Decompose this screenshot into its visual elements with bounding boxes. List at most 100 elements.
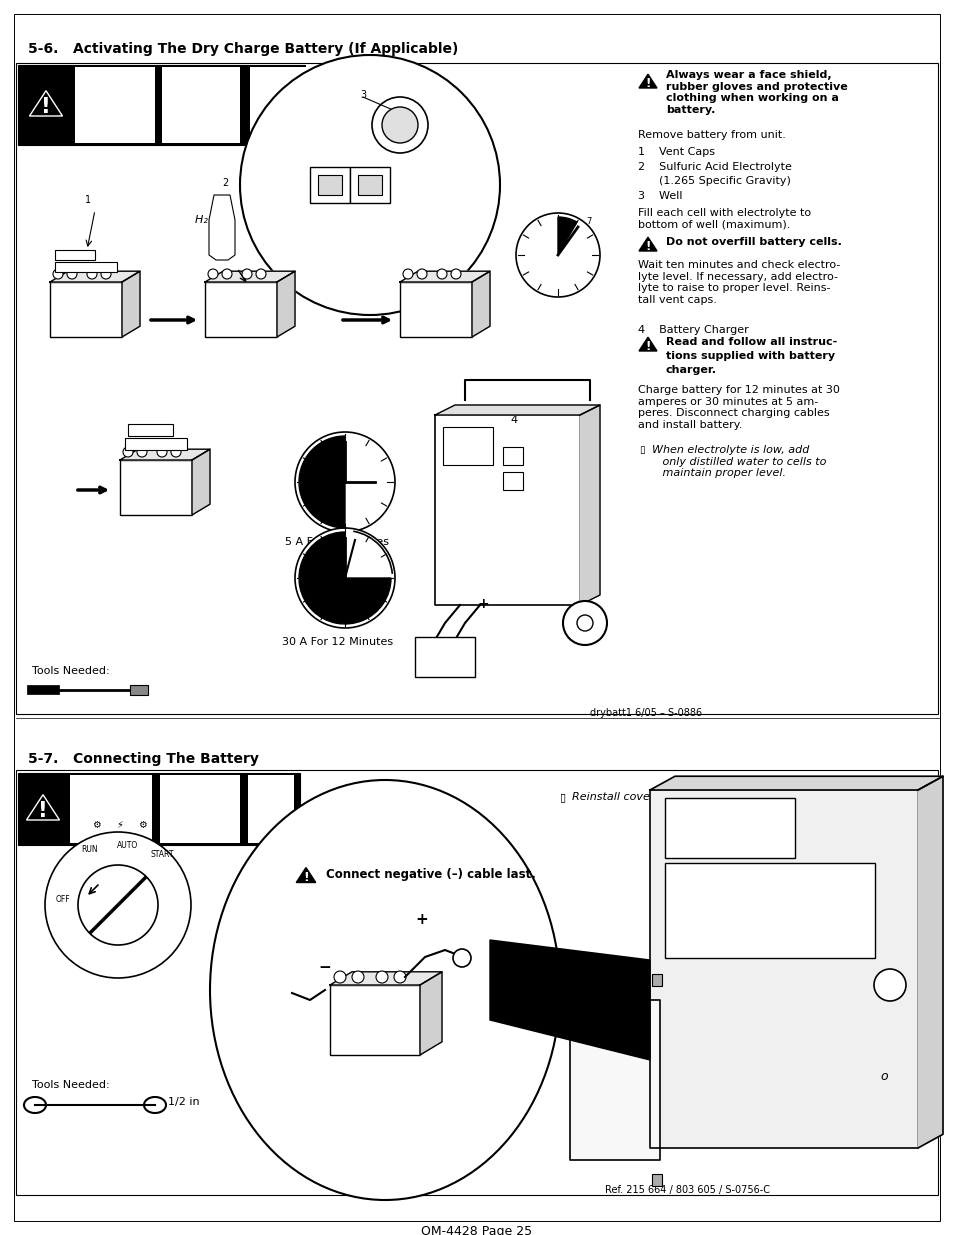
Text: Read and follow all instruc-: Read and follow all instruc- [665, 337, 837, 347]
Bar [399, 282, 472, 337]
Polygon shape [435, 405, 599, 415]
Text: H₂ SO₄: H₂ SO₄ [194, 215, 232, 225]
Circle shape [381, 107, 417, 143]
Bar [160, 776, 240, 844]
Bar [310, 167, 350, 203]
Bar [651, 1174, 661, 1186]
Bar [70, 776, 152, 844]
Bar [502, 447, 522, 466]
Circle shape [372, 98, 428, 153]
Circle shape [451, 269, 460, 279]
Polygon shape [330, 972, 441, 986]
Polygon shape [649, 777, 942, 790]
Circle shape [436, 269, 447, 279]
Bar [18, 65, 305, 144]
Bar [55, 262, 117, 272]
Text: ▯: ▯ [639, 445, 652, 454]
Text: 4    Battery Charger: 4 Battery Charger [638, 325, 748, 335]
Bar [162, 67, 240, 143]
Circle shape [45, 832, 191, 978]
Polygon shape [639, 74, 657, 88]
Text: Ref. 215 664 / 803 605 / S-0756-C: Ref. 215 664 / 803 605 / S-0756-C [604, 1186, 769, 1195]
Bar [128, 424, 172, 436]
Text: −: − [424, 650, 436, 664]
Circle shape [137, 447, 147, 457]
Circle shape [334, 971, 346, 983]
Circle shape [255, 269, 266, 279]
Polygon shape [296, 867, 315, 883]
Circle shape [402, 269, 413, 279]
Text: Connect negative (–) cable last.: Connect negative (–) cable last. [326, 868, 536, 881]
Bar [75, 67, 154, 143]
Text: Remove battery from unit.: Remove battery from unit. [638, 130, 785, 140]
Bar [502, 472, 522, 490]
Bar [350, 167, 390, 203]
Circle shape [562, 601, 606, 645]
Circle shape [157, 447, 167, 457]
Circle shape [67, 269, 77, 279]
Polygon shape [472, 272, 490, 337]
Text: 5 A For 30 Minutes: 5 A For 30 Minutes [285, 537, 389, 547]
Polygon shape [192, 450, 210, 515]
Text: 3: 3 [359, 90, 366, 100]
Text: 3    Well: 3 Well [638, 191, 681, 201]
Bar [330, 986, 419, 1055]
Polygon shape [649, 790, 917, 1149]
Text: 7: 7 [585, 217, 591, 226]
Circle shape [873, 969, 905, 1002]
Text: 5-6.   Activating The Dry Charge Battery (If Applicable): 5-6. Activating The Dry Charge Battery (… [28, 42, 457, 56]
Polygon shape [276, 272, 294, 337]
Text: o: o [879, 1070, 886, 1083]
Circle shape [577, 615, 593, 631]
Circle shape [242, 269, 252, 279]
Polygon shape [917, 777, 942, 1149]
Circle shape [352, 971, 364, 983]
Circle shape [222, 269, 232, 279]
Text: Fill each cell with electrolyte to
bottom of well (maximum).: Fill each cell with electrolyte to botto… [638, 207, 810, 230]
Bar [18, 773, 299, 845]
Polygon shape [490, 940, 649, 1060]
Bar [442, 427, 493, 466]
Circle shape [240, 56, 499, 315]
Text: RUN: RUN [82, 845, 98, 853]
Text: Do not overfill battery cells.: Do not overfill battery cells. [665, 237, 841, 247]
Polygon shape [27, 794, 59, 820]
Text: !: ! [38, 802, 48, 821]
Text: 2    Sulfuric Acid Electrolyte: 2 Sulfuric Acid Electrolyte [638, 162, 791, 172]
Text: +: + [477, 597, 489, 611]
Text: −: − [317, 960, 331, 974]
Text: Charge battery for 12 minutes at 30
amperes or 30 minutes at 5 am-
peres. Discon: Charge battery for 12 minutes at 30 ampe… [638, 385, 839, 430]
Text: 2: 2 [222, 178, 228, 188]
Text: Tools Needed:: Tools Needed: [32, 666, 110, 676]
Text: tions supplied with battery: tions supplied with battery [665, 351, 834, 361]
Circle shape [53, 269, 63, 279]
Text: !: ! [644, 240, 650, 253]
Bar [205, 282, 276, 337]
Text: ⚙: ⚙ [91, 820, 100, 830]
Bar [664, 863, 874, 958]
Polygon shape [209, 195, 234, 261]
Text: (1.265 Specific Gravity): (1.265 Specific Gravity) [638, 177, 790, 186]
Bar [357, 175, 381, 195]
Bar [415, 637, 475, 677]
Wedge shape [298, 532, 391, 624]
Text: charger.: charger. [665, 366, 717, 375]
Circle shape [453, 948, 471, 967]
Text: Tools Needed:: Tools Needed: [32, 1079, 110, 1091]
Text: 1: 1 [85, 195, 91, 205]
Bar [16, 63, 937, 714]
Circle shape [294, 432, 395, 532]
Polygon shape [399, 272, 490, 282]
Text: !: ! [303, 871, 309, 884]
Bar [250, 67, 308, 143]
Polygon shape [30, 90, 63, 116]
Circle shape [375, 971, 388, 983]
Text: Reinstall cover after connecting battery.: Reinstall cover after connecting battery… [572, 792, 796, 802]
Bar [120, 459, 192, 515]
Text: ▯: ▯ [559, 792, 573, 802]
Text: 5-7.   Connecting The Battery: 5-7. Connecting The Battery [28, 752, 258, 766]
Bar [125, 438, 187, 450]
Text: !: ! [644, 340, 650, 353]
Polygon shape [569, 1000, 659, 1160]
Text: !: ! [41, 98, 51, 117]
